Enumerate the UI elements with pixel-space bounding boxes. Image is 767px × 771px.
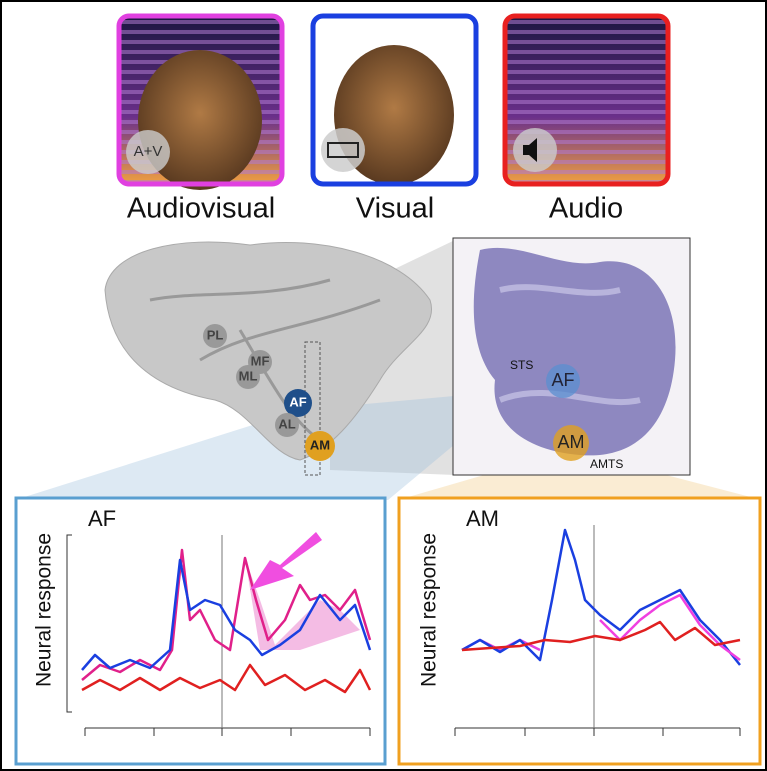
panel-title: AM: [466, 506, 499, 531]
am-panel: AM Neural response: [397, 496, 762, 766]
histology-label: AM: [558, 432, 585, 452]
axis-label: Neural response: [33, 533, 56, 687]
region-label: MF: [251, 353, 270, 368]
axis-label: Neural response: [418, 533, 441, 687]
region-label: AL: [278, 416, 295, 431]
condition-label: Audio: [549, 193, 623, 225]
histology-label: STS: [510, 358, 533, 372]
af-panel: AF Neural response: [14, 496, 387, 766]
audio-image: [502, 13, 671, 187]
icon-label: A+V: [134, 143, 163, 160]
histology-label: AMTS: [590, 457, 623, 471]
condition-label: Audiovisual: [127, 193, 275, 225]
visual-image: [310, 13, 479, 187]
region-label: ML: [239, 368, 258, 383]
histology-label: AF: [551, 370, 574, 390]
region-label: AM: [310, 437, 330, 452]
condition-label: Visual: [356, 193, 434, 225]
region-label: PL: [207, 327, 224, 342]
panel-title: AF: [88, 506, 116, 531]
region-label: AF: [289, 394, 306, 409]
brain-regions: PL ML MF AF AL AM: [203, 324, 335, 461]
audiovisual-image: A+V: [116, 13, 285, 190]
slice-marker: [304, 341, 321, 476]
projection: [15, 390, 520, 500]
